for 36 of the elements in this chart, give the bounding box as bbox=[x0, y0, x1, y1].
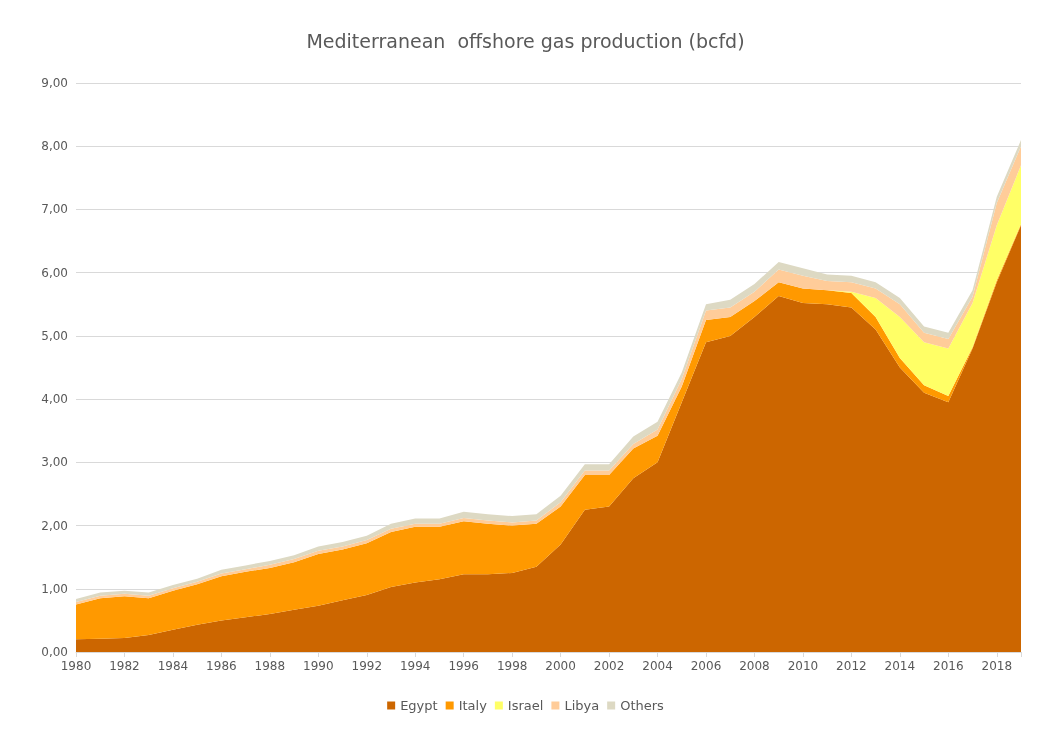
x-tick-label: 1988 bbox=[254, 659, 286, 673]
y-tick-label: 1,00 bbox=[41, 581, 68, 596]
legend-label: Libya bbox=[564, 698, 600, 713]
x-tick-label: 1986 bbox=[206, 659, 237, 673]
x-tick-label: 1998 bbox=[496, 659, 528, 673]
x-tick-label: 2016 bbox=[933, 659, 964, 673]
x-tick-label: 2000 bbox=[545, 659, 576, 673]
y-tick-label: 3,00 bbox=[41, 455, 68, 470]
x-tick-label: 2014 bbox=[884, 659, 916, 673]
x-tick-label: 2008 bbox=[739, 659, 770, 673]
y-tick-label: 4,00 bbox=[41, 392, 68, 407]
x-tick-label: 1996 bbox=[448, 659, 479, 673]
y-tick-label: 0,00 bbox=[41, 645, 68, 659]
x-tick-label: 1980 bbox=[60, 659, 92, 673]
y-tick-label: 5,00 bbox=[41, 328, 68, 343]
x-tick-label: 2010 bbox=[787, 659, 819, 673]
y-tick-label: 2,00 bbox=[41, 518, 68, 533]
x-tick-label: 2004 bbox=[642, 659, 673, 673]
chart-title: Mediterranean offshore gas production (bcfd) bbox=[306, 29, 745, 52]
y-tick-label: 8,00 bbox=[41, 139, 68, 154]
x-tick-label: 2002 bbox=[593, 659, 625, 673]
x-tick-label: 1984 bbox=[157, 659, 189, 673]
legend-label: Others bbox=[620, 698, 665, 713]
x-tick-label: 2018 bbox=[981, 659, 1013, 673]
x-tick-label: 1982 bbox=[109, 659, 140, 673]
y-tick-label: 7,00 bbox=[41, 202, 68, 217]
y-tick-label: 9,00 bbox=[41, 76, 68, 90]
legend-label: Egypt bbox=[400, 698, 438, 713]
x-tick-label: 1992 bbox=[351, 659, 383, 673]
x-tick-label: 2006 bbox=[690, 659, 722, 673]
x-tick-label: 1990 bbox=[303, 659, 334, 673]
legend-label: Israel bbox=[507, 698, 544, 713]
y-tick-label: 6,00 bbox=[41, 265, 68, 280]
x-tick-label: 2012 bbox=[836, 659, 867, 673]
x-tick-label: 1994 bbox=[399, 659, 431, 673]
legend-label: Italy bbox=[458, 698, 488, 713]
